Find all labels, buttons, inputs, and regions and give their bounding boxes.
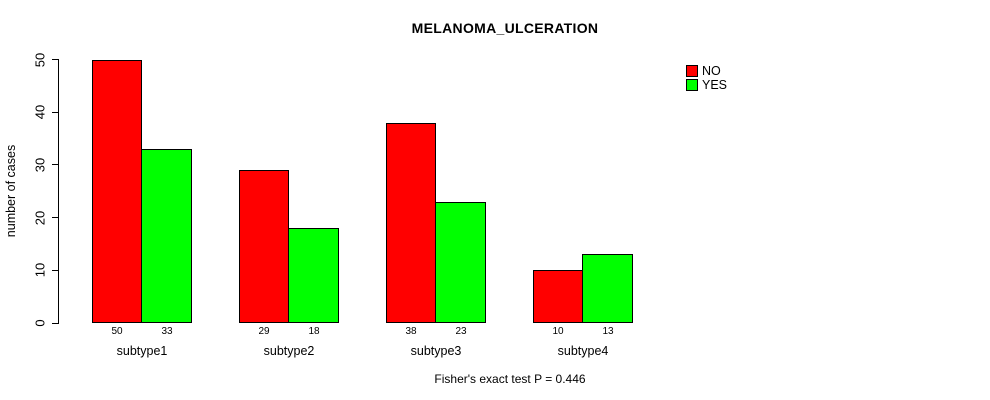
chart-title: MELANOMA_ULCERATION <box>411 20 599 36</box>
bar-value-label: 10 <box>552 326 564 337</box>
y-axis-label: number of cases <box>4 144 18 238</box>
y-axis-tick <box>52 164 59 166</box>
bar-no-subtype2 <box>239 170 289 323</box>
y-tick-label: 20 <box>32 210 48 225</box>
bar-yes-subtype4 <box>582 254 633 323</box>
y-axis-tick <box>52 322 59 324</box>
x-category-label: subtype2 <box>263 344 315 358</box>
bar-value-label: 23 <box>455 326 467 337</box>
x-category-label: subtype4 <box>557 344 609 358</box>
bar-value-label: 38 <box>405 326 417 337</box>
y-tick-label: 40 <box>32 104 48 120</box>
bar-value-label: 50 <box>111 326 123 337</box>
legend-swatch-yes <box>686 79 698 91</box>
bar-no-subtype3 <box>386 122 436 323</box>
legend-swatch-no <box>686 65 698 77</box>
legend-item-no: NO <box>686 65 727 77</box>
y-tick-label: 0 <box>32 319 48 327</box>
bar-yes-subtype1 <box>141 149 192 323</box>
bar-no-subtype4 <box>533 270 583 323</box>
y-axis-tick <box>52 217 59 219</box>
bar-no-subtype1 <box>92 59 142 323</box>
legend-item-yes: YES <box>686 79 727 91</box>
bar-yes-subtype2 <box>288 228 339 323</box>
y-axis-tick <box>52 269 59 271</box>
y-axis-line <box>58 59 59 324</box>
bar-value-label: 18 <box>308 326 320 337</box>
x-category-label: subtype1 <box>116 344 168 358</box>
y-axis-tick <box>52 111 59 113</box>
legend-label: NO <box>702 64 721 78</box>
x-category-label: subtype3 <box>410 344 462 358</box>
y-axis-tick <box>52 59 59 60</box>
bar-value-label: 13 <box>602 326 614 337</box>
bar-value-label: 33 <box>161 326 173 337</box>
bar-value-label: 29 <box>258 326 270 337</box>
legend-label: YES <box>702 78 728 92</box>
y-tick-label: 10 <box>32 263 48 278</box>
bar-yes-subtype3 <box>435 201 486 323</box>
legend: NO YES <box>686 65 727 93</box>
y-tick-label: 50 <box>32 52 48 67</box>
y-tick-label: 30 <box>32 157 48 173</box>
annotation-text: Fisher's exact test P = 0.446 <box>434 372 586 386</box>
